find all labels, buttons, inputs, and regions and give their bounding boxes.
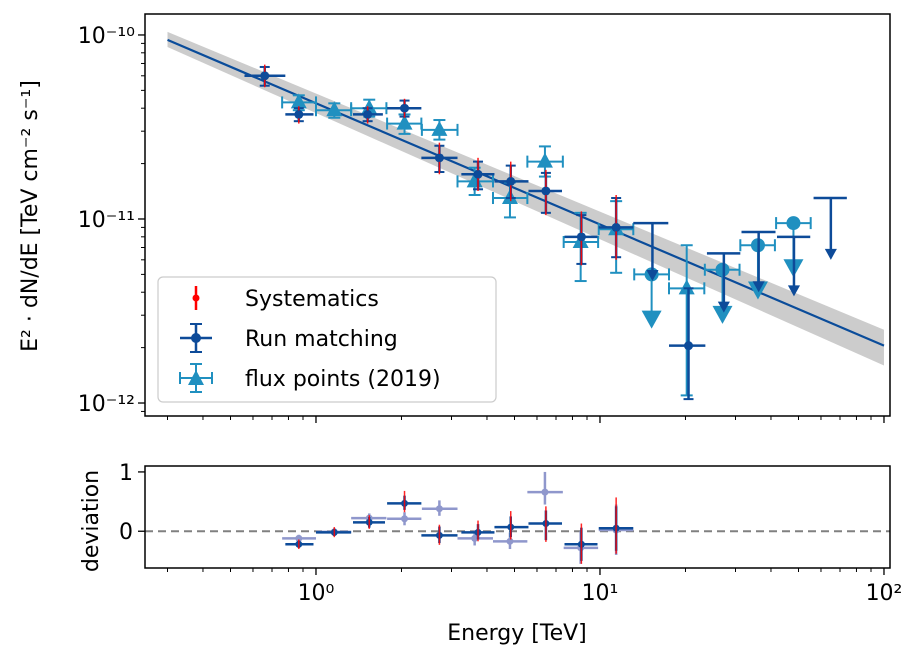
systematics-overlay-marker xyxy=(363,110,372,119)
upper-limit-arrowhead xyxy=(717,301,730,313)
main-axis-ticks: 10⁻¹⁰ 10⁻¹¹ 10⁻¹² xyxy=(78,24,885,423)
systematics-point xyxy=(474,157,483,191)
residual-flux-marker xyxy=(471,534,479,542)
residual-axis-ticks: 1 0 10⁰ 10¹ 10² xyxy=(119,461,902,606)
main-y-axis-label: E² · dN/dE [TeV cm⁻² s⁻¹] xyxy=(18,80,43,352)
residual-data-points xyxy=(282,471,634,564)
systematics-point xyxy=(260,64,269,88)
x-tick-label: 10² xyxy=(866,581,903,606)
upper-limit-arrowhead xyxy=(646,270,659,282)
model-fit-line xyxy=(167,38,885,347)
systematics-overlay-marker xyxy=(612,223,621,232)
legend-marker-systematics xyxy=(192,286,200,310)
systematics-point xyxy=(435,142,444,175)
flux-point xyxy=(703,262,741,324)
systematics-overlay-marker xyxy=(506,177,515,186)
main-plot-frame xyxy=(144,13,891,417)
x-axis-label: Energy [TeV] xyxy=(447,621,586,646)
systematics-overlay-marker xyxy=(474,170,483,179)
legend: Systematics Run matching flux points (20… xyxy=(157,276,497,403)
flux-point-ul-triangle xyxy=(712,305,733,324)
residual-flux-marker xyxy=(435,505,443,513)
y-tick-label: 10⁻¹² xyxy=(78,392,135,417)
legend-marker-run-matching xyxy=(180,323,212,353)
systematics-overlay-marker xyxy=(260,71,269,80)
systematics-point xyxy=(400,98,409,118)
residual-flux-point xyxy=(387,512,422,526)
flux-point-marker xyxy=(396,114,413,130)
upper-limit-arrowhead xyxy=(824,248,837,260)
systematics-overlay-marker xyxy=(435,153,444,162)
residual-y-axis-label: deviation xyxy=(79,470,104,572)
run-matching-point xyxy=(669,287,706,401)
flux-point-marker xyxy=(536,152,553,168)
systematics-point xyxy=(541,169,550,216)
run-matching-point xyxy=(706,252,741,313)
residual-flux-point xyxy=(527,471,563,505)
systematics-point xyxy=(363,106,372,124)
systematics-point xyxy=(506,161,515,202)
residual-flux-marker xyxy=(295,534,303,542)
residual-flux-point xyxy=(421,500,458,516)
x-tick-label: 10¹ xyxy=(582,581,619,606)
systematics-overlay-marker xyxy=(400,104,409,113)
run-matching-point xyxy=(633,221,669,282)
systematics-point xyxy=(612,195,621,260)
systematics-overlay-marker xyxy=(577,232,586,241)
x-tick-label: 10⁰ xyxy=(298,581,335,606)
residual-flux-marker xyxy=(401,515,409,523)
residual-y-tick-label: 1 xyxy=(119,461,133,486)
residual-plot-frame xyxy=(144,465,891,569)
systematics-point xyxy=(577,211,586,266)
legend-label-run-matching: Run matching xyxy=(245,327,398,352)
upper-limit-arrowhead xyxy=(752,281,765,293)
residual-flux-marker xyxy=(541,488,549,496)
run-matching-point xyxy=(741,230,776,293)
y-tick-label: 10⁻¹¹ xyxy=(78,208,135,233)
legend-marker-flux-points xyxy=(179,363,213,393)
systematics-overlay-marker xyxy=(541,186,550,195)
flux-point-marker xyxy=(678,279,695,295)
main-data-points xyxy=(244,64,847,401)
flux-point-marker xyxy=(431,120,448,136)
flux-point xyxy=(420,119,459,141)
residual-y-tick-label: 0 xyxy=(119,520,133,545)
legend-label-systematics: Systematics xyxy=(245,287,379,312)
legend-label-flux-points: flux points (2019) xyxy=(245,367,441,392)
flux-point-marker xyxy=(361,99,378,115)
run-matching-point xyxy=(813,196,847,260)
y-tick-label: 10⁻¹⁰ xyxy=(78,24,135,49)
model-line xyxy=(167,38,885,347)
upper-limit-arrowhead xyxy=(787,285,801,297)
run-matching-marker xyxy=(684,341,694,351)
run-matching-point xyxy=(776,235,811,297)
flux-point-marker xyxy=(290,93,307,109)
residual-flux-marker xyxy=(506,537,514,545)
systematics-overlay-marker xyxy=(294,110,303,119)
flux-point-marker xyxy=(326,101,343,117)
legend-frame xyxy=(157,276,497,403)
systematics-point xyxy=(294,106,303,124)
flux-point-ul-triangle xyxy=(641,310,662,329)
